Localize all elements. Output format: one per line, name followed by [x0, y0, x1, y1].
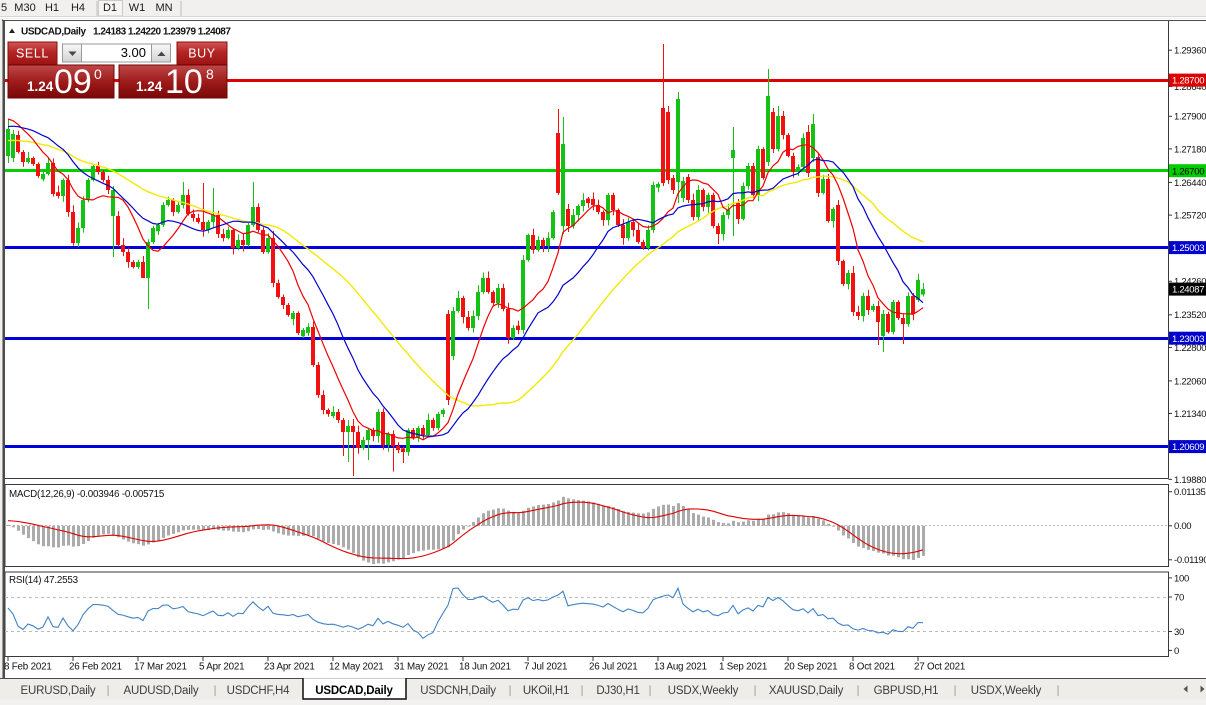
- svg-text:USDX,Weekly: USDX,Weekly: [668, 685, 739, 697]
- svg-text:BUY: BUY: [188, 47, 216, 61]
- svg-text:M30: M30: [14, 2, 35, 14]
- svg-text:1.26440: 1.26440: [1174, 178, 1206, 189]
- svg-text:0.01135: 0.01135: [1174, 487, 1206, 498]
- svg-text:1.24260: 1.24260: [1174, 277, 1206, 288]
- svg-text:W1: W1: [129, 2, 146, 14]
- svg-text:USDCHF,H4: USDCHF,H4: [227, 685, 291, 697]
- svg-text:1.19880: 1.19880: [1174, 475, 1206, 486]
- svg-text:13 Aug 2021: 13 Aug 2021: [654, 662, 707, 673]
- svg-text:31 May 2021: 31 May 2021: [394, 662, 448, 673]
- svg-text:XAUUSD,Daily: XAUUSD,Daily: [769, 685, 844, 697]
- svg-text:GBPUSD,H1: GBPUSD,H1: [874, 685, 939, 697]
- svg-text:5 Apr 2021: 5 Apr 2021: [199, 662, 244, 673]
- svg-text:1.28700: 1.28700: [1172, 76, 1204, 87]
- svg-text:10: 10: [165, 63, 203, 101]
- svg-text:DJ30,H1: DJ30,H1: [596, 685, 639, 697]
- svg-text:3.00: 3.00: [121, 45, 146, 60]
- svg-text:|: |: [107, 685, 110, 697]
- svg-text:20 Sep 2021: 20 Sep 2021: [784, 662, 837, 673]
- svg-text:1.27900: 1.27900: [1174, 112, 1206, 123]
- svg-text:1.23520: 1.23520: [1174, 310, 1206, 321]
- svg-text:1.22800: 1.22800: [1174, 343, 1206, 354]
- svg-text:8 Feb 2021: 8 Feb 2021: [4, 662, 52, 673]
- svg-text:|: |: [954, 685, 957, 697]
- svg-text:1 Sep 2021: 1 Sep 2021: [719, 662, 767, 673]
- svg-text:|: |: [649, 685, 652, 697]
- svg-text:7 Jul 2021: 7 Jul 2021: [524, 662, 567, 673]
- svg-text:|: |: [509, 685, 512, 697]
- svg-text:0: 0: [1174, 646, 1179, 657]
- svg-text:AUDUSD,Daily: AUDUSD,Daily: [124, 685, 199, 697]
- svg-text:|: |: [214, 685, 217, 697]
- svg-text:0: 0: [94, 66, 102, 82]
- svg-text:EURUSD,Daily: EURUSD,Daily: [21, 685, 96, 697]
- svg-text:1.27180: 1.27180: [1174, 144, 1206, 155]
- svg-text:SELL: SELL: [16, 47, 49, 61]
- svg-text:D1: D1: [103, 2, 117, 14]
- svg-text:H1: H1: [45, 2, 59, 14]
- svg-text:MACD(12,26,9) -0.003946 -0.005: MACD(12,26,9) -0.003946 -0.005715: [9, 489, 165, 500]
- svg-text:1.20609: 1.20609: [1172, 442, 1204, 453]
- svg-text:12 May 2021: 12 May 2021: [329, 662, 383, 673]
- svg-text:23 Apr 2021: 23 Apr 2021: [264, 662, 315, 673]
- svg-text:|: |: [857, 685, 860, 697]
- svg-text:1.28640: 1.28640: [1174, 82, 1206, 93]
- svg-text:27 Oct 2021: 27 Oct 2021: [914, 662, 965, 673]
- svg-text:70: 70: [1174, 592, 1184, 603]
- svg-text:1.26700: 1.26700: [1172, 166, 1204, 177]
- svg-text:5: 5: [1, 2, 7, 14]
- svg-text:|: |: [581, 685, 584, 697]
- svg-text:RSI(14) 47.2553: RSI(14) 47.2553: [9, 575, 79, 586]
- svg-text:MN: MN: [155, 2, 172, 14]
- svg-text:1.22060: 1.22060: [1174, 376, 1206, 387]
- svg-text:USDCAD,Daily: USDCAD,Daily: [21, 27, 86, 38]
- svg-text:-0.01190: -0.01190: [1174, 555, 1206, 566]
- svg-text:H4: H4: [71, 2, 85, 14]
- svg-text:09: 09: [54, 63, 92, 101]
- svg-text:1.25003: 1.25003: [1172, 243, 1204, 254]
- svg-text:1.23003: 1.23003: [1172, 334, 1204, 345]
- svg-text:1.24087: 1.24087: [1172, 285, 1204, 296]
- svg-text:18 Jun 2021: 18 Jun 2021: [459, 662, 511, 673]
- svg-text:1.24: 1.24: [136, 79, 163, 94]
- svg-text:1.24: 1.24: [27, 79, 54, 94]
- svg-text:1.29360: 1.29360: [1174, 46, 1206, 57]
- svg-text:UKOil,H1: UKOil,H1: [523, 685, 569, 697]
- svg-text:30: 30: [1174, 627, 1184, 638]
- svg-text:1.25720: 1.25720: [1174, 211, 1206, 222]
- svg-text:1.21340: 1.21340: [1174, 409, 1206, 420]
- svg-text:USDX,Weekly: USDX,Weekly: [971, 685, 1042, 697]
- svg-text:8: 8: [206, 66, 214, 82]
- svg-text:USDCAD,Daily: USDCAD,Daily: [315, 685, 393, 697]
- svg-text:100: 100: [1174, 573, 1189, 584]
- svg-text:8 Oct 2021: 8 Oct 2021: [849, 662, 895, 673]
- svg-text:17 Mar 2021: 17 Mar 2021: [134, 662, 187, 673]
- svg-text:26 Feb 2021: 26 Feb 2021: [69, 662, 122, 673]
- svg-text:26 Jul 2021: 26 Jul 2021: [589, 662, 637, 673]
- svg-text:1.24183 1.24220 1.23979 1.2408: 1.24183 1.24220 1.23979 1.24087: [93, 27, 231, 38]
- svg-text:USDCNH,Daily: USDCNH,Daily: [420, 685, 496, 697]
- svg-text:|: |: [1057, 685, 1060, 697]
- svg-text:|: |: [754, 685, 757, 697]
- svg-text:0.00: 0.00: [1174, 521, 1191, 532]
